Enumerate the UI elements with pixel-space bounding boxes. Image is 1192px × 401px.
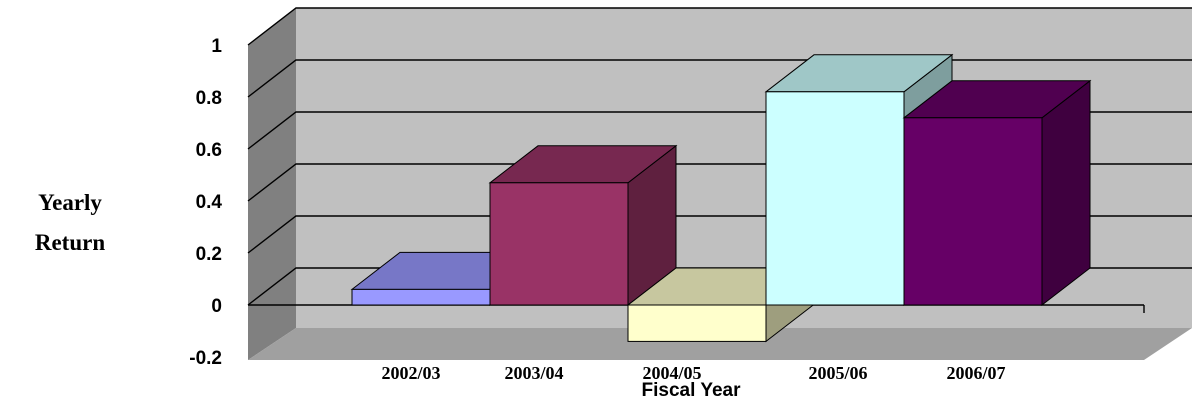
gridline — [247, 7, 1192, 46]
y-axis-title-line-2: Return — [35, 230, 105, 255]
bar-front-face — [489, 182, 629, 306]
x-axis-categories: 2002/03 2003/04 2004/05 2005/06 2006/07 — [381, 363, 1005, 383]
bar-side-face — [1041, 79, 1091, 307]
y-tick-label: 0.2 — [196, 244, 222, 265]
bar-2003/04 — [488, 144, 678, 307]
x-tick-label: 2002/03 — [381, 363, 440, 383]
bar-front-face — [765, 91, 905, 306]
x-tick-label: 2005/06 — [808, 363, 867, 383]
plot-floor — [248, 328, 1192, 360]
x-tick-label: 2003/04 — [504, 363, 563, 383]
y-axis-title-line-1: Yearly — [38, 190, 102, 215]
y-axis-ticks: -0.2 0 0.2 0.4 0.6 0.8 1 — [189, 36, 222, 369]
bar-front-face — [351, 288, 491, 306]
x-tick-label: 2004/05 — [642, 363, 701, 383]
y-tick-label: 0 — [211, 296, 222, 317]
y-tick-label: -0.2 — [189, 348, 222, 369]
bar-front-face — [627, 304, 767, 342]
bar-front-face — [903, 117, 1043, 306]
plot-side-wall — [248, 8, 296, 360]
y-tick-label: 0.6 — [196, 140, 222, 161]
y-tick-label: 1 — [211, 36, 222, 57]
y-tick-label: 0.8 — [196, 88, 222, 109]
bars — [350, 53, 1092, 343]
y-tick-label: 0.4 — [196, 192, 223, 213]
x-axis-title: Fiscal Year — [642, 380, 742, 401]
bar-2006/07 — [902, 79, 1092, 307]
x-tick-label: 2006/07 — [946, 363, 1005, 383]
